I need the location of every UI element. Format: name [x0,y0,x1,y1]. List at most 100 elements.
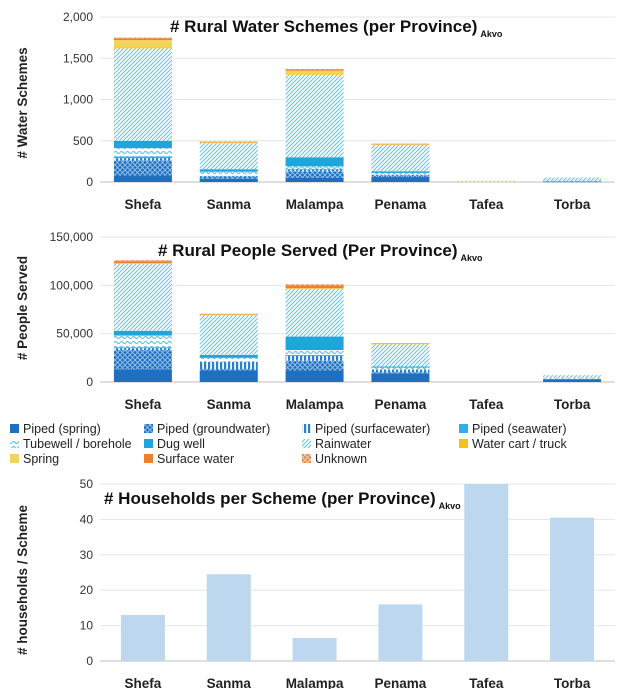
bar-segment-rainwater [113,264,172,331]
bar-segment-dug-well [285,157,344,167]
bar-segment-piped-spring [113,175,172,182]
bar-segment-water-cart [285,74,344,75]
legend-label: Piped (seawater) [472,422,567,436]
chart-1-x-ticks: Shefa Sanma Malampa Penama Tafea Torba [125,197,591,212]
x-tick-label: Sanma [207,397,252,412]
chart-rural-water-schemes: 0 500 1,000 1,500 2,000 Shefa Sanma Malampa Pen… [15,10,615,212]
y-tick-label: 150,000 [50,230,94,244]
bar-segment-dug-well [543,180,602,182]
bar-segment-piped-seawater [113,156,172,159]
y-tick-label: 30 [80,548,94,562]
chart-3-title: # Households per Scheme (per Province) Ak… [104,489,461,511]
y-tick-label: 50,000 [56,327,93,341]
legend-swatch-piped-spring [10,424,19,433]
bar-segment-piped-surfacewater [113,158,172,161]
x-tick-label: Penama [375,676,427,689]
y-tick-label: 0 [86,375,93,389]
bar-segment-tubewell [285,350,344,355]
x-tick-label: Shefa [125,676,162,689]
chart-3-x-ticks: Shefa Sanma Malampa Penama Tafea Torba [125,676,591,689]
chart-3-bars [120,484,595,661]
x-tick-label: Penama [375,197,427,212]
x-tick-label: Malampa [286,397,344,412]
bar-segment-water-cart [113,47,172,49]
bar-segment-piped-seawater [199,175,258,177]
bar-segment-dug-well [371,171,430,173]
legend-swatch-piped-surfacewater [302,424,311,433]
chart-1-y-axis-label: # Water Schemes [15,47,30,158]
bar-segment-piped-groundwater [371,175,430,178]
x-tick-label: Shefa [125,197,162,212]
legend-label: Water cart / truck [472,437,567,451]
bar-segment-rainwater [285,74,344,158]
bar-segment-rainwater [113,48,172,141]
bar-segment-rainwater [371,144,430,172]
bar-segment-households [120,614,165,661]
legend-label: Tubewell / borehole [23,437,132,451]
bar-segment-tubewell [113,335,172,348]
bar-segment-piped-surfacewater [371,174,430,176]
chart-2-x-ticks: Shefa Sanma Malampa Penama Tafea Torba [125,397,591,412]
bar-segment-piped-spring [285,177,344,182]
legend-swatch-tubewell [10,439,19,448]
legend-swatch-unknown [302,454,311,463]
bar-segment-piped-groundwater [285,171,344,178]
bar-segment-piped-spring [199,178,258,182]
bar-segment-tubewell [371,172,430,175]
bar-segment-households [206,574,251,661]
legend-label: Piped (surfacewater) [315,422,430,436]
bar-segment-households [378,604,423,661]
bar-segment-tubewell [285,166,344,169]
bar-segment-unknown [371,143,430,145]
bar-segment-tubewell [199,357,258,362]
bar-segment-households [550,517,595,661]
x-tick-label: Shefa [125,397,162,412]
bar-segment-rainwater [457,181,516,182]
bar-segment-surface-water [199,313,258,315]
bar-segment-spring [199,141,258,144]
bar-segment-spring [285,70,344,75]
bar-segment-piped-surfacewater [285,355,344,361]
bar-segment-rainwater [199,143,258,170]
bar-segment-piped-spring [543,181,602,183]
bar-segment-spring [457,180,516,182]
legend: Piped (spring) Piped (groundwater) Piped (… [10,422,567,466]
bar-segment-surface-water [113,38,172,41]
bar-segment-piped-groundwater [371,372,430,374]
bar-segment-piped-spring [199,370,258,382]
y-tick-label: 500 [73,134,93,148]
bar-segment-unknown [285,284,344,286]
chart-1-title: # Rural Water Schemes (per Province) Akvo [170,17,503,39]
bar-segment-piped-groundwater [199,369,258,371]
chart-1-y-ticks: 0 500 1,000 1,500 2,000 [63,10,93,189]
bar-segment-piped-groundwater [113,350,172,370]
bar-segment-piped-seawater [285,168,344,170]
bar-segment-piped-groundwater [285,360,344,371]
bar-segment-rainwater [199,315,258,355]
y-tick-label: 0 [86,654,93,668]
legend-label: Piped (groundwater) [157,422,270,436]
chart-2-gridlines [100,236,615,383]
bar-segment-piped-surfacewater [199,361,258,370]
bar-segment-piped-spring [285,370,344,382]
x-tick-label: Tafea [469,197,504,212]
bar-segment-surface-water [371,343,430,344]
chart-3-y-axis-label: # households / Scheme [15,504,30,655]
chart-2-title: # Rural People Served (Per Province) Akvo [158,241,483,263]
legend-swatch-dug-well [144,439,153,448]
bar-segment-unknown [285,68,344,70]
y-tick-label: 1,500 [63,51,93,65]
chart-households-per-scheme: 0 10 20 30 40 50 Shefa Sanma Malampa Penama Tafea… [15,477,615,689]
bar-segment-dug-well [285,336,344,351]
bar-segment-dug-well [113,140,172,149]
bar-segment-dug-well [371,366,430,368]
bar-segment-rainwater [371,344,430,367]
bar-segment-tubewell [371,367,430,370]
bar-segment-surface-water [285,285,344,289]
bar-segment-households [464,484,509,661]
bar-segment-unknown [113,260,172,262]
legend-label: Surface water [157,452,234,466]
y-tick-label: 10 [80,619,94,633]
legend-label: Unknown [315,452,367,466]
